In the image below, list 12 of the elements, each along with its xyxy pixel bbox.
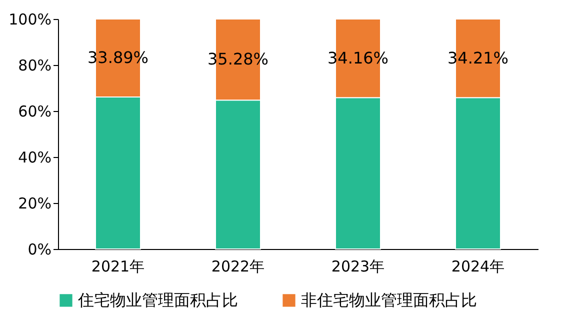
legend-label: 非住宅物业管理面积占比: [301, 290, 477, 310]
y-tick-label: 100%: [8, 10, 52, 28]
legend-label: 住宅物业管理面积占比: [77, 290, 238, 310]
x-tick-label: 2024年: [451, 258, 505, 276]
y-tick-label: 0%: [28, 240, 52, 258]
y-tick-label: 40%: [18, 148, 52, 166]
x-tick-label: 2023年: [331, 258, 385, 276]
y-tick-label: 60%: [18, 102, 52, 120]
x-tick-label: 2022年: [211, 258, 265, 276]
y-tick-label: 20%: [18, 194, 52, 212]
y-tick-label: 80%: [18, 56, 52, 74]
x-tick-label: 2021年: [91, 258, 145, 276]
